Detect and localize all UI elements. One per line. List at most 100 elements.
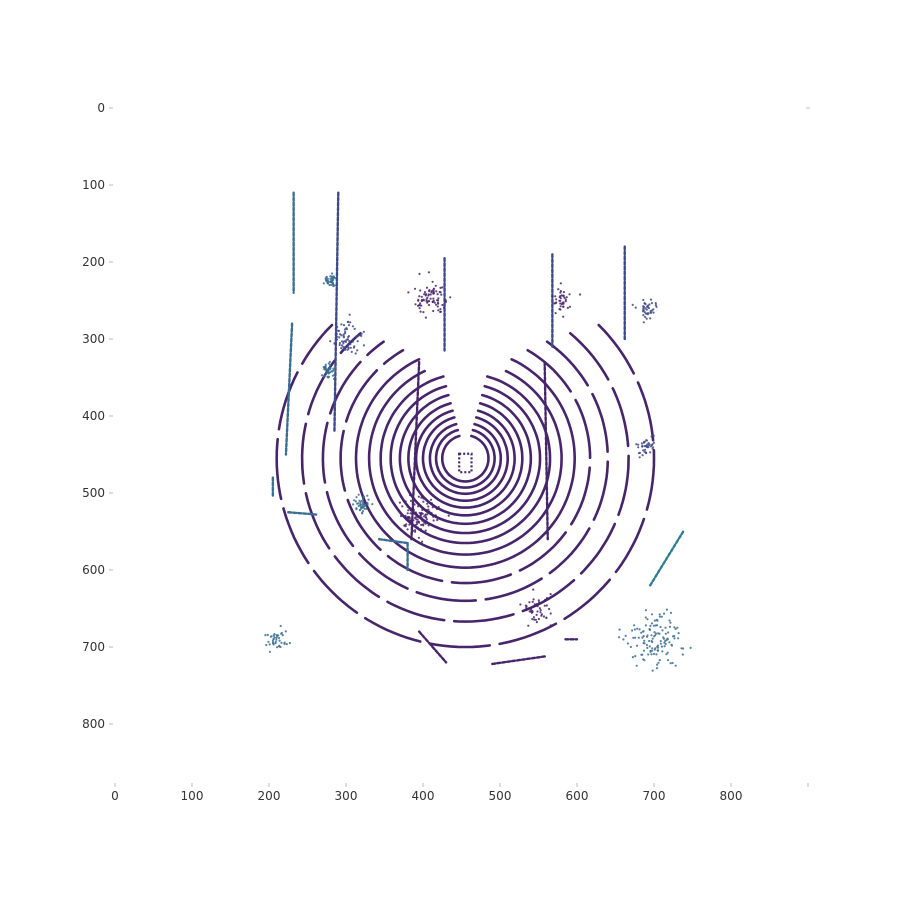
lidar-point xyxy=(285,643,288,646)
lidar-point xyxy=(665,653,668,656)
lidar-point xyxy=(272,641,275,644)
lidar-point xyxy=(437,506,440,509)
lidar-point xyxy=(662,637,666,640)
lidar-point xyxy=(646,618,649,621)
structure-segment xyxy=(284,322,294,456)
lidar-point xyxy=(642,298,645,302)
lidar-point xyxy=(659,642,663,645)
lidar-point xyxy=(280,641,283,645)
lidar-point xyxy=(660,615,663,618)
lidar-point xyxy=(343,328,346,331)
lidar-point xyxy=(651,637,654,640)
lidar-point xyxy=(416,518,419,521)
lidar-point xyxy=(329,277,332,280)
lidar-point xyxy=(413,287,417,290)
lidar-point xyxy=(444,299,447,302)
lidar-point xyxy=(531,600,534,604)
lidar-point xyxy=(404,514,407,517)
lidar-point xyxy=(412,508,415,511)
lidar-point xyxy=(401,505,404,508)
lidar-point xyxy=(531,618,534,621)
ring-scan-line xyxy=(275,323,656,649)
lidar-point xyxy=(280,632,283,635)
lidar-point xyxy=(677,632,680,635)
lidar-point xyxy=(411,529,415,533)
lidar-point xyxy=(432,515,435,518)
lidar-point xyxy=(430,502,433,505)
lidar-point xyxy=(642,630,645,633)
structure-segment xyxy=(417,630,448,664)
lidar-point xyxy=(559,291,562,294)
lidar-point xyxy=(537,617,541,621)
lidar-point xyxy=(645,445,648,448)
lidar-point xyxy=(424,513,427,517)
lidar-point xyxy=(658,615,662,618)
lidar-point xyxy=(412,519,415,522)
lidar-point xyxy=(664,632,667,635)
lidar-point xyxy=(428,510,431,513)
lidar-point xyxy=(411,523,414,527)
lidar-point xyxy=(353,327,356,330)
lidar-point xyxy=(330,283,333,286)
ring-scan-lines xyxy=(275,323,656,649)
lidar-point xyxy=(418,272,421,275)
lidar-point xyxy=(348,313,351,316)
lidar-point xyxy=(568,293,571,296)
lidar-point xyxy=(666,638,669,641)
lidar-point xyxy=(332,367,335,370)
lidar-point xyxy=(447,514,450,517)
lidar-point xyxy=(336,335,339,338)
lidar-point xyxy=(646,313,649,316)
lidar-point xyxy=(416,304,420,307)
lidar-point xyxy=(565,296,568,299)
lidar-point xyxy=(545,604,548,607)
lidar-point xyxy=(657,632,660,635)
lidar-point xyxy=(405,516,408,519)
lidar-point xyxy=(633,624,636,627)
lidar-point xyxy=(655,667,659,670)
lidar-point xyxy=(432,292,435,295)
lidar-point xyxy=(641,444,644,447)
lidar-point xyxy=(353,499,356,502)
lidar-point xyxy=(532,598,535,601)
lidar-point xyxy=(559,282,562,285)
lidar-point xyxy=(560,294,563,297)
lidar-point xyxy=(653,619,657,622)
lidar-point xyxy=(642,635,645,638)
y-tick-label: 500 xyxy=(82,486,105,500)
lidar-point xyxy=(361,506,364,509)
lidar-point xyxy=(353,345,356,348)
lidar-point xyxy=(424,520,427,523)
lidar-point xyxy=(332,285,335,288)
lidar-point xyxy=(357,502,360,505)
lidar-point xyxy=(417,515,420,518)
lidar-point xyxy=(417,298,420,301)
lidar-point xyxy=(420,299,423,302)
structure-segment xyxy=(333,191,340,433)
lidar-point xyxy=(423,291,427,294)
x-tick-label: 100 xyxy=(181,789,204,803)
structure-segment xyxy=(648,530,685,587)
lidar-point xyxy=(645,317,648,320)
ring-scan-line xyxy=(414,409,516,509)
lidar-point xyxy=(331,281,334,284)
lidar-point xyxy=(632,636,635,639)
lidar-point xyxy=(267,640,270,643)
lidar-point xyxy=(421,506,424,509)
lidar-point xyxy=(650,443,654,447)
lidar-point xyxy=(429,293,432,296)
lidar-point xyxy=(408,523,411,526)
lidar-point xyxy=(528,601,531,604)
lidar-point xyxy=(673,637,676,640)
lidar-point xyxy=(653,648,656,651)
lidar-point xyxy=(426,502,429,505)
lidar-point xyxy=(268,650,271,653)
lidar-point xyxy=(555,298,558,301)
lidar-point xyxy=(644,624,648,627)
lidar-point xyxy=(359,504,362,507)
lidar-point xyxy=(441,286,444,289)
lidar-point xyxy=(265,643,268,647)
lidar-point xyxy=(626,642,630,645)
lidar-point xyxy=(340,344,344,347)
